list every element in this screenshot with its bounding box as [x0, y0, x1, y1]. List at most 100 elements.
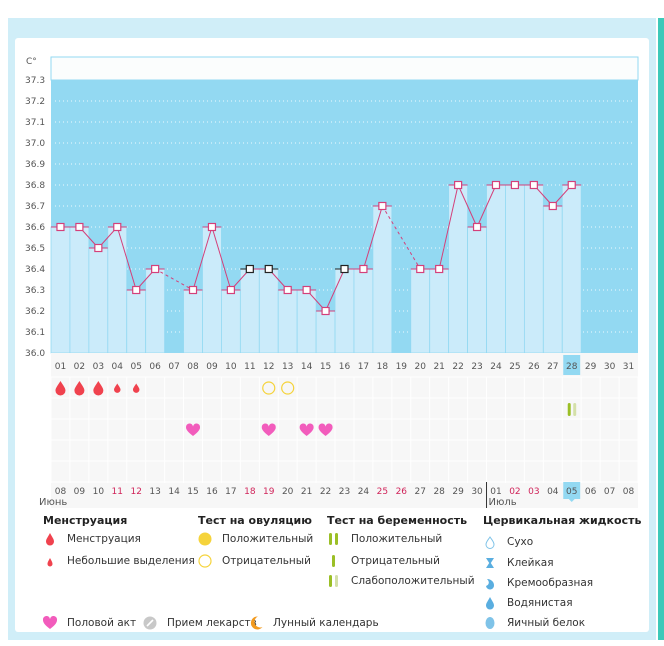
temperature-bar[interactable] [505, 184, 525, 354]
temperature-bar[interactable] [145, 268, 166, 354]
cycle-day-label[interactable]: 29 [585, 362, 597, 372]
intercourse-marker[interactable] [318, 423, 333, 436]
menstruation-marker[interactable] [93, 381, 104, 396]
cycle-day-label[interactable]: 10 [225, 362, 237, 372]
cycle-day-label[interactable]: 30 [604, 362, 616, 372]
cycle-day-label[interactable]: 12 [263, 362, 274, 372]
temperature-bar[interactable] [258, 268, 279, 354]
cycle-day-label[interactable]: 08 [187, 362, 199, 372]
temperature-bar[interactable] [523, 184, 544, 354]
temperature-point[interactable] [510, 180, 520, 190]
cycle-day-label[interactable]: 20 [415, 362, 427, 372]
pregnancy-test-line[interactable] [567, 403, 571, 416]
temperature-point[interactable] [188, 285, 198, 295]
temperature-bar[interactable] [69, 226, 90, 354]
ovulation-test-negative-marker[interactable] [281, 381, 295, 395]
cycle-day-label[interactable]: 09 [206, 362, 218, 372]
temperature-point[interactable] [132, 285, 141, 295]
temperature-bar[interactable] [542, 205, 563, 354]
cycle-day-label[interactable]: 18 [377, 362, 389, 372]
temperature-bar[interactable] [88, 247, 109, 354]
temperature-point[interactable] [226, 285, 235, 295]
cycle-day-label[interactable]: 24 [490, 362, 502, 372]
cycle-day-label[interactable]: 26 [528, 362, 540, 372]
temperature-bar[interactable] [183, 289, 203, 354]
temperature-bar[interactable] [486, 184, 506, 354]
pregnancy-test-faint-line[interactable] [573, 403, 577, 416]
temperature-point[interactable] [302, 285, 311, 295]
cycle-day-label[interactable]: 01 [55, 362, 66, 372]
cycle-day-label[interactable]: 23 [471, 362, 482, 372]
temperature-point[interactable] [283, 285, 292, 295]
side-panel-edge[interactable] [658, 18, 664, 640]
temperature-point[interactable] [264, 264, 273, 274]
temperature-bar[interactable] [126, 289, 147, 354]
cycle-day-label[interactable]: 27 [547, 362, 558, 372]
spotting-marker[interactable] [132, 383, 140, 393]
cycle-day-label[interactable]: 13 [282, 362, 293, 372]
temperature-point[interactable] [567, 180, 576, 190]
temperature-bar[interactable] [334, 268, 355, 354]
temperature-point[interactable] [491, 180, 501, 190]
temperature-point[interactable] [245, 264, 254, 274]
temperature-bar[interactable] [448, 184, 468, 354]
temperature-bar[interactable] [239, 268, 260, 354]
temperature-bar[interactable] [202, 226, 222, 354]
spotting-marker[interactable] [114, 383, 121, 393]
intercourse-marker[interactable] [185, 423, 201, 436]
temperature-bar[interactable] [107, 226, 128, 354]
intercourse-marker[interactable] [261, 423, 276, 436]
legend-item-menstruation: Менструация [43, 532, 141, 546]
temperature-bar[interactable] [410, 268, 431, 354]
temperature-point[interactable] [378, 201, 387, 211]
temperature-bar[interactable] [277, 289, 298, 354]
temperature-bar[interactable] [429, 268, 450, 354]
temperature-point[interactable] [472, 222, 482, 232]
temperature-bar[interactable] [221, 289, 241, 354]
temperature-bar[interactable] [353, 268, 374, 354]
temperature-point[interactable] [94, 243, 103, 253]
cycle-day-label[interactable]: 06 [149, 362, 161, 372]
cycle-day-label[interactable]: 22 [452, 362, 463, 372]
cycle-day-label[interactable]: 04 [112, 362, 124, 372]
ovulation-test-negative-marker[interactable] [262, 381, 276, 395]
cycle-day-label[interactable]: 07 [168, 362, 179, 372]
menstruation-marker[interactable] [55, 381, 66, 396]
temperature-point[interactable] [113, 222, 122, 232]
cycle-day-label[interactable]: 28 [566, 362, 578, 372]
cycle-day-label[interactable]: 15 [320, 362, 331, 372]
cycle-day-label[interactable]: 14 [301, 362, 313, 372]
temperature-bar[interactable] [315, 310, 336, 354]
temperature-point[interactable] [151, 264, 160, 274]
temperature-point[interactable] [548, 201, 557, 211]
temperature-point[interactable] [207, 222, 217, 232]
intercourse-marker[interactable] [299, 423, 314, 436]
temperature-point[interactable] [340, 264, 349, 274]
temperature-point[interactable] [359, 264, 368, 274]
temperature-bar[interactable] [296, 289, 317, 354]
temperature-point[interactable] [529, 180, 538, 190]
calendar-date-label: 25 [377, 487, 388, 497]
temperature-bar[interactable] [467, 226, 487, 354]
cycle-day-label[interactable]: 31 [623, 362, 634, 372]
temperature-bar[interactable] [50, 226, 71, 354]
cycle-day-label[interactable]: 16 [339, 362, 351, 372]
cycle-day-label[interactable]: 25 [509, 362, 520, 372]
temperature-point[interactable] [75, 222, 84, 232]
menstruation-marker[interactable] [74, 381, 85, 396]
legend-item-lunar: Лунный календарь [249, 616, 379, 630]
cycle-day-label[interactable]: 05 [130, 362, 141, 372]
cycle-day-label[interactable]: 02 [74, 362, 85, 372]
cycle-day-label[interactable]: 03 [93, 362, 104, 372]
temperature-point[interactable] [454, 180, 463, 190]
temperature-point[interactable] [321, 306, 330, 316]
temperature-point[interactable] [435, 264, 444, 274]
calendar-date-label: 23 [339, 487, 350, 497]
temperature-bar[interactable] [561, 184, 582, 354]
cycle-day-label[interactable]: 11 [244, 362, 255, 372]
cycle-day-label[interactable]: 21 [433, 362, 444, 372]
cycle-day-label[interactable]: 17 [358, 362, 369, 372]
cycle-day-label[interactable]: 19 [396, 362, 408, 372]
temperature-point[interactable] [416, 264, 425, 274]
temperature-point[interactable] [56, 222, 65, 232]
